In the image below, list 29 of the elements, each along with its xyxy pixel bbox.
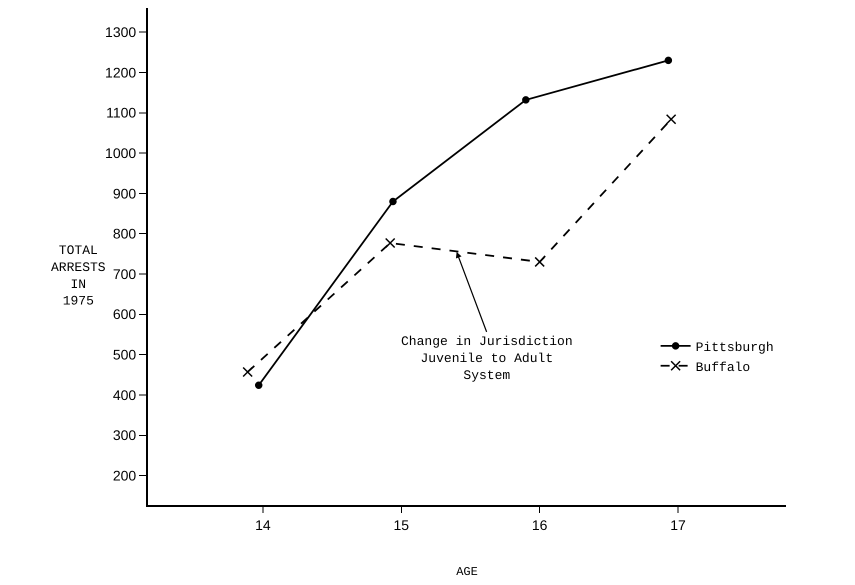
y-tick-label: 800 — [112, 226, 136, 242]
point — [666, 114, 676, 124]
y-tick-label: 700 — [112, 266, 136, 282]
x-tick-label: 14 — [255, 516, 271, 533]
x-tick-label: 16 — [532, 516, 548, 533]
point — [389, 198, 397, 206]
point — [522, 96, 530, 104]
y-tick-label: 600 — [112, 306, 136, 322]
y-tick-label: 1200 — [105, 64, 136, 80]
y-tick-label: 300 — [112, 427, 136, 444]
legend-label: Buffalo — [696, 360, 750, 375]
x-tick-label: 15 — [393, 516, 410, 533]
y-tick-label: 900 — [112, 185, 136, 202]
legend-label: Pittsburgh — [696, 340, 774, 355]
x-tick-label: 17 — [670, 516, 686, 533]
x-axis-title: AGE — [456, 565, 478, 580]
y-tick-label: 400 — [112, 386, 136, 403]
point — [242, 366, 253, 378]
point — [384, 238, 396, 248]
y-tick-label: 1000 — [105, 145, 136, 162]
y-tick-label: 1100 — [106, 104, 136, 121]
point — [534, 256, 545, 268]
point — [664, 56, 672, 64]
y-tick-label: 1300 — [105, 24, 136, 40]
y-tick-label: 200 — [112, 467, 136, 484]
annotation: Change in Jurisdiction Juvenile to Adult System — [401, 334, 573, 383]
point — [254, 382, 262, 390]
y-tick-label: 500 — [112, 346, 136, 363]
y-axis-title: TOTAL ARRESTS IN 1975 — [51, 243, 106, 309]
